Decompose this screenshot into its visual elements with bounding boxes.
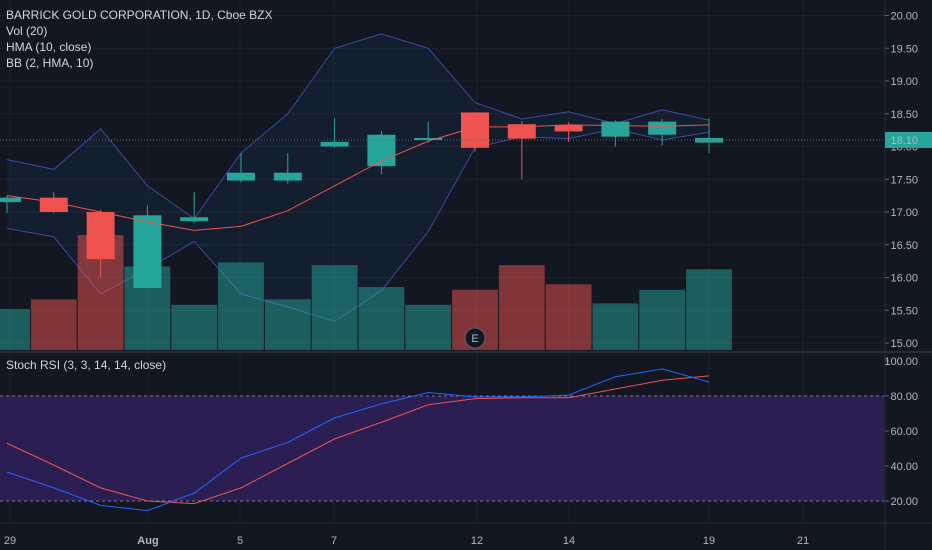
time-tick-label: 19 <box>703 535 715 547</box>
bollinger-bands <box>6 33 710 322</box>
volume-bar <box>592 303 639 350</box>
candle-body <box>180 217 209 222</box>
price-tick-label: 16.00 <box>890 273 918 285</box>
vol-indicator-label[interactable]: Vol (20) <box>6 24 48 38</box>
stoch-rsi-pane <box>0 368 884 512</box>
price-tick-label: 16.50 <box>890 240 918 252</box>
volume-bar <box>218 262 264 350</box>
volume-bar <box>311 265 358 350</box>
bb-upper-line <box>6 33 710 220</box>
time-tick-label: 12 <box>471 535 483 547</box>
candle-body <box>414 137 443 140</box>
price-tick-label: 17.00 <box>890 207 918 219</box>
volume-bar <box>264 299 311 350</box>
bb-fill <box>7 33 709 322</box>
candle-body <box>601 121 630 137</box>
rsi-tick-label: 60.00 <box>890 426 918 438</box>
events: E <box>464 327 486 349</box>
stoch-rsi-label[interactable]: Stoch RSI (3, 3, 14, 14, close) <box>6 358 167 372</box>
time-tick-label: 29 <box>4 535 16 547</box>
candle-body <box>320 141 349 147</box>
bb-indicator-label[interactable]: BB (2, HMA, 10) <box>6 56 94 70</box>
price-tick-label: 18.50 <box>890 109 918 121</box>
candle-body <box>39 197 68 212</box>
volume-bar <box>545 284 592 350</box>
volume-bar <box>171 304 218 350</box>
volume-bar <box>639 289 686 350</box>
stoch-d-line <box>6 375 710 505</box>
stoch-rsi-legend: Stoch RSI (3, 3, 14, 14, close) <box>6 357 166 373</box>
price-tick-label: 15.00 <box>890 338 918 350</box>
time-tick-label: 7 <box>331 535 337 547</box>
stoch-band-fill <box>0 396 884 501</box>
time-tick-label: 14 <box>563 535 575 547</box>
last-price-badge <box>885 131 932 148</box>
candle-body <box>273 172 302 181</box>
price-tick-label: 19.00 <box>890 76 918 88</box>
bb-lower-line <box>6 128 710 322</box>
volume-bar <box>686 269 732 350</box>
hma-line <box>6 124 710 231</box>
candle-body <box>507 124 536 139</box>
price-legend: BARRICK GOLD CORPORATION, 1D, Cboe BZX V… <box>6 7 273 71</box>
time-tick-label: Aug <box>137 535 158 547</box>
price-tick-label: 20.00 <box>890 11 918 23</box>
volume-bar <box>405 304 452 350</box>
price-tick-label: 19.50 <box>890 43 918 55</box>
time-tick-label: 5 <box>237 535 243 547</box>
price-tick-label: 17.50 <box>890 174 918 186</box>
axes: 20.0019.5019.0018.5018.0017.5017.0016.50… <box>4 11 932 547</box>
candle-body <box>0 197 21 203</box>
candle-body <box>227 172 255 181</box>
candle-body <box>86 212 115 260</box>
earnings-marker <box>464 327 486 349</box>
candle-body <box>648 121 677 135</box>
earnings-marker-label: E <box>471 333 478 345</box>
hma-line <box>0 124 884 231</box>
volume-bar <box>358 287 405 350</box>
rsi-tick-label: 40.00 <box>890 461 918 473</box>
candle-body <box>133 215 162 288</box>
volume-bar <box>30 299 77 350</box>
candle-body <box>554 124 583 132</box>
last-price-label: 18.10 <box>890 135 918 147</box>
rsi-tick-label: 100.00 <box>884 356 918 368</box>
price-tick-label: 15.50 <box>890 305 918 317</box>
time-tick-label: 21 <box>797 535 809 547</box>
rsi-tick-label: 20.00 <box>890 496 918 508</box>
volume-bar <box>498 265 545 350</box>
volume-bar <box>0 308 30 350</box>
stoch-k-line <box>6 368 710 512</box>
hma-indicator-label[interactable]: HMA (10, close) <box>6 40 92 54</box>
volume-bars <box>0 235 732 350</box>
symbol-title[interactable]: BARRICK GOLD CORPORATION, 1D, Cboe BZX <box>6 8 273 22</box>
rsi-tick-label: 80.00 <box>890 391 918 403</box>
